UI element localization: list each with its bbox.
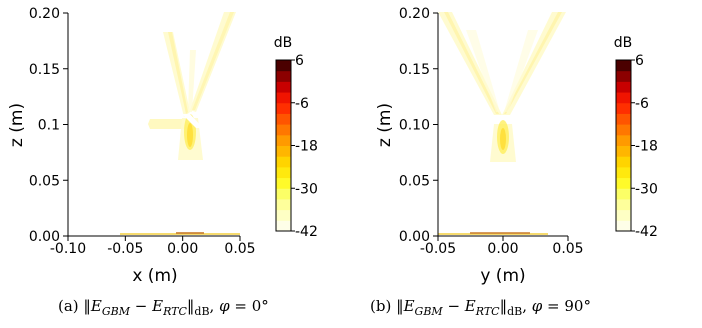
colorbar-swatch	[616, 145, 631, 157]
colorbar-swatch	[616, 209, 631, 221]
colorbar-tick-label: -42	[635, 224, 658, 240]
colorbar-tick-label: -30	[635, 181, 658, 197]
colorbar-b: 6 -6 -18 -30 -42	[615, 53, 658, 240]
ticks-b: -0.05 0.00 0.050.000.050.100.150.20	[399, 6, 584, 257]
colorbar-tick-label: -18	[635, 139, 658, 155]
y-tick-label: 0.05	[399, 173, 430, 189]
x-tick-label: 0.00	[167, 241, 198, 257]
caption-b-text: (b) ‖EGBM − ERTC‖dB, φ = 90°	[370, 297, 591, 318]
colorbar-swatch	[616, 220, 631, 232]
x-tick-label: 0.05	[552, 241, 583, 257]
y-tick-label: 0.00	[399, 229, 430, 245]
colorbar-swatch	[276, 156, 291, 168]
colorbar-swatch	[616, 124, 631, 136]
x-axis-label-b: y (m)	[480, 266, 525, 286]
y-tick-label: 0.20	[399, 6, 430, 22]
colorbar-swatch	[616, 60, 631, 72]
colorbar-swatch	[276, 198, 291, 211]
colorbar-tick-label: -6	[635, 96, 649, 112]
colorbar-unit-a: dB	[274, 35, 293, 51]
x-tick-label: -0.05	[107, 241, 143, 257]
heatmap-field-b	[438, 12, 566, 235]
colorbar-swatch	[616, 177, 631, 189]
colorbar-swatch	[616, 81, 631, 93]
y-tick-label: 0.1	[38, 118, 60, 134]
colorbar-swatch	[616, 166, 631, 179]
colorbar-tick-label: -18	[295, 139, 318, 155]
colorbar-tick-label: -42	[295, 224, 318, 240]
colorbar-swatch	[276, 145, 291, 157]
y-tick-label: 0.05	[29, 173, 60, 189]
x-tick-label: 0.00	[487, 241, 518, 257]
colorbar-swatch	[616, 198, 631, 211]
colorbar-swatch	[276, 209, 291, 221]
panel-a: -0.10 -0.05 0.00 0.05 0.00 0.05 0.1 0.15 0.20 x …	[7, 6, 318, 318]
colorbar-unit-b: dB	[614, 35, 633, 51]
y-tick-label: 0.10	[399, 118, 430, 134]
heatmap-field-a	[120, 12, 240, 235]
colorbar-swatch	[276, 70, 291, 82]
colorbar-a: 6 -6 -18 -30 -42	[275, 53, 318, 240]
y-tick-label: 0.15	[399, 62, 430, 78]
colorbar-swatch	[276, 124, 291, 136]
panel-b: -0.05 0.00 0.050.000.050.100.150.20 y (m) …	[370, 6, 658, 318]
colorbar-swatch	[276, 102, 291, 114]
ticks-a: -0.10 -0.05 0.00 0.05 0.00 0.05 0.1 0.15 0.20	[29, 6, 256, 257]
colorbar-tick-label: 6	[295, 53, 304, 69]
colorbar-swatch	[276, 134, 291, 146]
y-tick-label: 0.20	[29, 6, 60, 22]
colorbar-swatch	[616, 188, 631, 200]
caption-a-text: (a) ‖EGBM − ERTC‖dB, φ = 0°	[58, 297, 269, 318]
caption-b: (b) ‖EGBM − ERTC‖dB, φ = 90°	[370, 297, 591, 318]
y-tick-label: 0.00	[29, 229, 60, 245]
colorbar-swatch	[276, 81, 291, 93]
colorbar-swatch	[276, 92, 291, 104]
x-tick-label: -0.05	[420, 241, 456, 257]
x-tick-label: -0.10	[50, 241, 86, 257]
colorbar-swatch	[616, 134, 631, 146]
colorbar-swatch	[276, 220, 291, 232]
colorbar-swatch	[276, 166, 291, 179]
colorbar-swatch	[616, 70, 631, 82]
colorbar-swatch	[276, 113, 291, 125]
colorbar-swatch	[616, 113, 631, 125]
colorbar-tick-label: -6	[295, 96, 309, 112]
colorbar-swatch	[276, 60, 291, 72]
y-axis-label-a: z (m)	[7, 103, 27, 147]
x-tick-label: 0.05	[224, 241, 255, 257]
caption-a: (a) ‖EGBM − ERTC‖dB, φ = 0°	[58, 297, 269, 318]
colorbar-swatch	[276, 177, 291, 189]
colorbar-tick-label: 6	[635, 53, 644, 69]
colorbar-swatch	[616, 156, 631, 168]
colorbar-swatch	[616, 102, 631, 114]
colorbar-swatch	[616, 92, 631, 104]
y-axis-label-b: z (m)	[375, 103, 395, 147]
y-tick-label: 0.15	[29, 62, 60, 78]
x-axis-label-a: x (m)	[132, 266, 177, 286]
colorbar-tick-label: -30	[295, 181, 318, 197]
colorbar-swatch	[276, 188, 291, 200]
